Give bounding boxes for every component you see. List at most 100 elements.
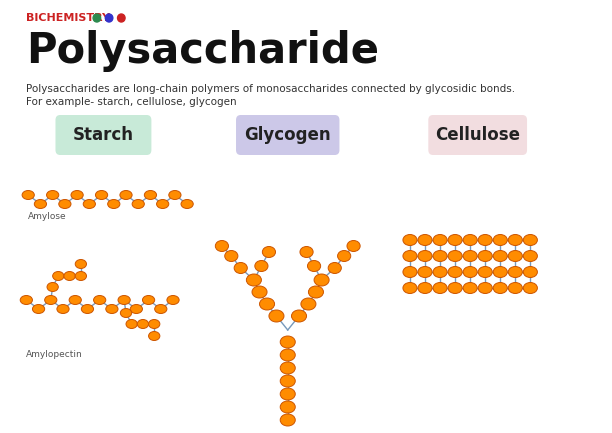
Ellipse shape — [215, 240, 228, 252]
Ellipse shape — [234, 262, 247, 274]
Ellipse shape — [314, 274, 329, 286]
Ellipse shape — [144, 191, 157, 200]
Ellipse shape — [493, 266, 507, 278]
Ellipse shape — [463, 282, 477, 294]
Ellipse shape — [291, 310, 307, 322]
Ellipse shape — [280, 414, 295, 426]
Ellipse shape — [149, 320, 160, 329]
Ellipse shape — [478, 235, 492, 246]
Ellipse shape — [478, 251, 492, 262]
Text: Amylopectin: Amylopectin — [26, 350, 83, 359]
Ellipse shape — [403, 266, 417, 278]
Ellipse shape — [53, 271, 64, 281]
Circle shape — [105, 14, 113, 22]
Ellipse shape — [169, 191, 181, 200]
Ellipse shape — [418, 266, 432, 278]
Ellipse shape — [280, 336, 295, 348]
Ellipse shape — [403, 251, 417, 262]
Text: Polysaccharides are long-chain polymers of monosaccharides connected by glycosid: Polysaccharides are long-chain polymers … — [26, 84, 515, 94]
Ellipse shape — [301, 298, 316, 310]
Ellipse shape — [478, 282, 492, 294]
Ellipse shape — [403, 235, 417, 246]
Ellipse shape — [22, 191, 34, 200]
Ellipse shape — [269, 310, 284, 322]
Text: BICHEMISTRY: BICHEMISTRY — [26, 13, 110, 23]
Ellipse shape — [143, 295, 155, 304]
Text: For example- starch, cellulose, glycogen: For example- starch, cellulose, glycogen — [26, 97, 237, 107]
Ellipse shape — [493, 282, 507, 294]
Ellipse shape — [448, 266, 462, 278]
Ellipse shape — [280, 349, 295, 361]
Circle shape — [93, 14, 100, 22]
Ellipse shape — [308, 286, 324, 298]
Ellipse shape — [225, 251, 238, 262]
Ellipse shape — [75, 259, 86, 268]
Ellipse shape — [493, 251, 507, 262]
FancyBboxPatch shape — [236, 115, 340, 155]
Ellipse shape — [280, 362, 295, 374]
Ellipse shape — [149, 332, 160, 340]
Ellipse shape — [126, 320, 137, 329]
Ellipse shape — [523, 235, 537, 246]
Circle shape — [118, 14, 125, 22]
Ellipse shape — [508, 235, 523, 246]
Ellipse shape — [259, 298, 275, 310]
Text: Polysaccharide: Polysaccharide — [26, 30, 379, 72]
Text: Starch: Starch — [73, 126, 134, 144]
Ellipse shape — [71, 191, 83, 200]
Ellipse shape — [32, 304, 45, 313]
Ellipse shape — [94, 295, 106, 304]
Ellipse shape — [118, 295, 130, 304]
Ellipse shape — [338, 251, 351, 262]
Ellipse shape — [523, 282, 537, 294]
Ellipse shape — [47, 282, 58, 291]
Ellipse shape — [81, 304, 94, 313]
Ellipse shape — [247, 274, 261, 286]
Ellipse shape — [255, 261, 268, 271]
Ellipse shape — [347, 240, 360, 252]
Ellipse shape — [418, 251, 432, 262]
Ellipse shape — [20, 295, 32, 304]
Ellipse shape — [463, 235, 477, 246]
Ellipse shape — [433, 251, 447, 262]
Ellipse shape — [280, 375, 295, 387]
Ellipse shape — [34, 200, 47, 209]
Ellipse shape — [403, 282, 417, 294]
FancyBboxPatch shape — [428, 115, 527, 155]
Text: Amylose: Amylose — [28, 212, 67, 221]
Ellipse shape — [130, 304, 143, 313]
Ellipse shape — [69, 295, 81, 304]
Ellipse shape — [448, 251, 462, 262]
Ellipse shape — [75, 271, 86, 281]
Ellipse shape — [328, 262, 341, 274]
Ellipse shape — [167, 295, 179, 304]
Ellipse shape — [263, 246, 275, 258]
Ellipse shape — [448, 282, 462, 294]
Ellipse shape — [478, 266, 492, 278]
Text: Cellulose: Cellulose — [435, 126, 520, 144]
Ellipse shape — [155, 304, 167, 313]
Ellipse shape — [57, 304, 69, 313]
Ellipse shape — [508, 282, 523, 294]
Ellipse shape — [418, 282, 432, 294]
Ellipse shape — [508, 266, 523, 278]
Ellipse shape — [523, 266, 537, 278]
Ellipse shape — [120, 191, 132, 200]
Ellipse shape — [45, 295, 57, 304]
Ellipse shape — [300, 246, 313, 258]
Ellipse shape — [95, 191, 108, 200]
Ellipse shape — [523, 251, 537, 262]
Ellipse shape — [493, 235, 507, 246]
Ellipse shape — [106, 304, 118, 313]
Ellipse shape — [463, 266, 477, 278]
Ellipse shape — [280, 388, 295, 400]
Ellipse shape — [418, 235, 432, 246]
Ellipse shape — [64, 271, 75, 281]
Ellipse shape — [307, 261, 321, 271]
Ellipse shape — [433, 235, 447, 246]
Ellipse shape — [433, 282, 447, 294]
Ellipse shape — [108, 200, 120, 209]
Ellipse shape — [121, 308, 132, 317]
Ellipse shape — [280, 401, 295, 413]
Ellipse shape — [181, 200, 193, 209]
